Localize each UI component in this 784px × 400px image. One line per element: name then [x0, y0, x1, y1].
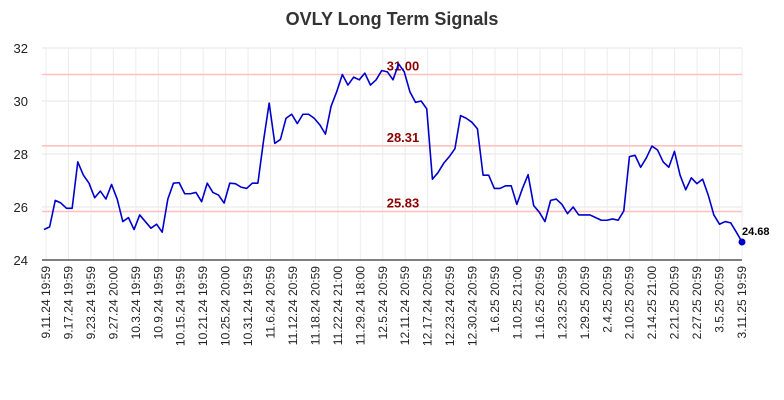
x-tick-label: 3.11.25 19:59	[735, 266, 749, 339]
x-tick-label: 12.5.24 20:59	[376, 266, 390, 340]
y-tick-labels: 24 26 28 30 32	[14, 41, 28, 268]
signal-level-label: 25.83	[387, 196, 420, 211]
x-tick-label: 2.10.25 20:59	[623, 266, 637, 340]
x-tick-label: 10.15.24 19:59	[174, 266, 188, 346]
x-tick-label: 1.23.25 20:59	[555, 266, 569, 340]
x-tick-label: 1.6.25 20:59	[488, 266, 502, 333]
x-tick-label: 12.11.24 20:59	[398, 266, 412, 346]
x-tick-label: 11.29.24 18:00	[353, 266, 367, 346]
x-tick-label: 10.31.24 19:59	[241, 266, 255, 346]
last-value-group: 24.68	[738, 226, 770, 246]
x-tick-label: 2.21.25 20:59	[668, 266, 682, 340]
x-tick-label: 10.3.24 19:59	[129, 266, 143, 340]
x-tick-labels: 9.11.24 19:59 9.17.24 19:59 9.23.24 19:59 9…	[39, 266, 749, 346]
last-value-marker	[738, 238, 746, 246]
x-tick-label: 9.27.24 20:00	[106, 266, 120, 340]
x-tick-label: 9.11.24 19:59	[39, 266, 53, 339]
x-tick-label: 11.18.24 20:59	[308, 266, 322, 346]
x-tick-label: 9.23.24 19:59	[84, 266, 98, 340]
signal-levels: 31.00 28.31 25.83	[42, 59, 742, 213]
y-tick-label: 30	[14, 94, 28, 109]
signal-level-label: 31.00	[387, 59, 420, 74]
y-tick-label: 24	[14, 253, 28, 268]
x-tick-label: 11.6.24 20:59	[264, 266, 278, 339]
x-tick-label: 2.4.25 20:59	[600, 266, 614, 333]
x-tick-label: 2.27.25 20:59	[690, 266, 704, 340]
y-tick-label: 26	[14, 200, 28, 215]
last-value-label: 24.68	[742, 226, 770, 238]
x-tick-label: 1.29.25 20:59	[578, 266, 592, 340]
y-tick-label: 32	[14, 41, 28, 56]
x-tick-label: 11.22.24 21:00	[331, 266, 345, 346]
chart-title: OVLY Long Term Signals	[286, 9, 499, 29]
x-tick-label: 10.25.24 20:00	[219, 266, 233, 346]
x-tick-label: 9.17.24 19:59	[61, 266, 75, 340]
x-tick-label: 12.17.24 20:59	[421, 266, 435, 346]
x-tick-label: 10.21.24 19:59	[196, 266, 210, 346]
x-tick-label: 12.30.24 20:59	[466, 266, 480, 346]
x-tick-label: 10.9.24 19:59	[151, 266, 165, 340]
y-tick-label: 28	[14, 147, 28, 162]
x-tick-label: 11.12.24 20:59	[286, 266, 300, 346]
x-tick-label: 1.10.25 21:00	[510, 266, 524, 340]
x-tick-label: 3.5.25 20:59	[713, 266, 727, 333]
x-tick-label: 12.23.24 20:59	[443, 266, 457, 346]
series-line	[43, 63, 743, 243]
x-tick-label: 1.16.25 20:59	[533, 266, 547, 340]
series-group	[43, 63, 743, 243]
x-tick-label: 2.14.25 21:00	[645, 266, 659, 340]
signal-level-label: 28.31	[387, 130, 420, 145]
